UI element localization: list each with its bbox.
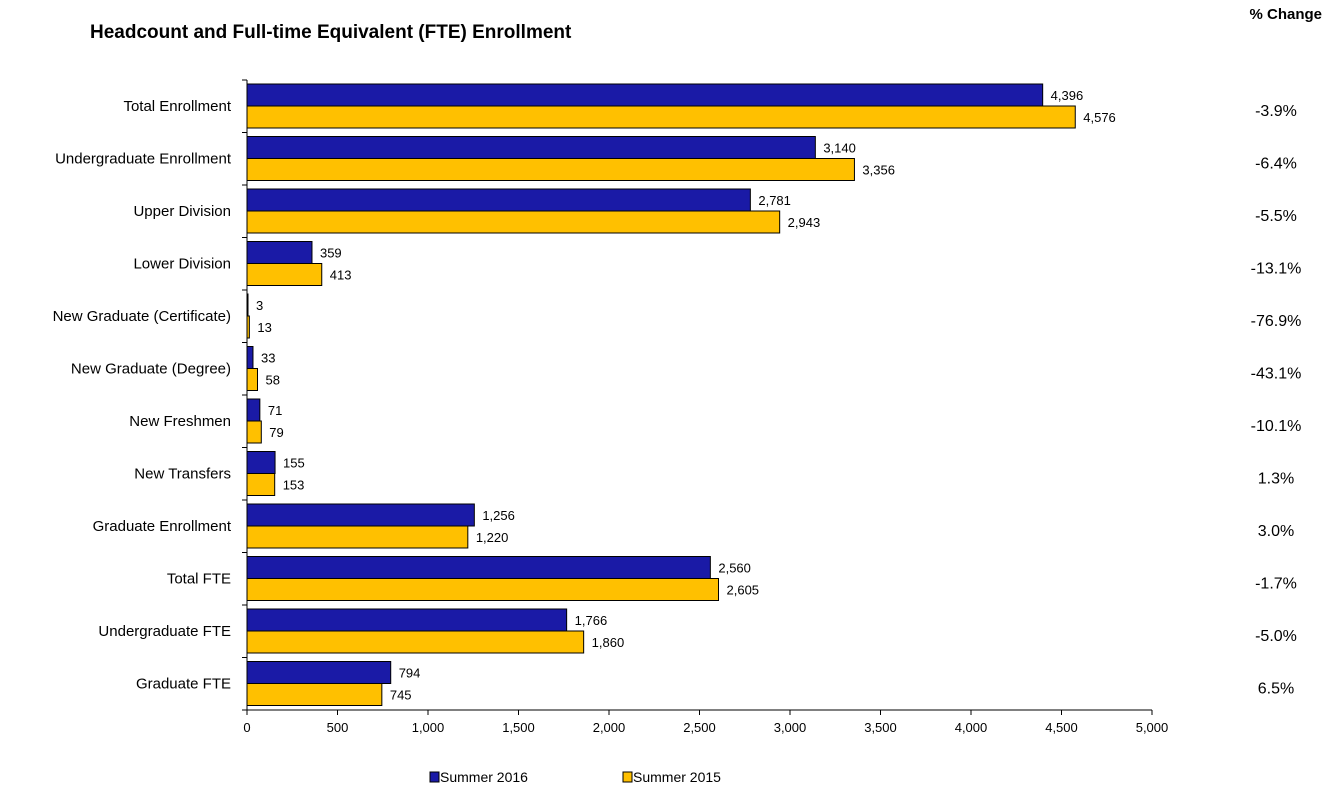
category-label-upper-division: Upper Division: [133, 203, 231, 220]
x-tick-label: 4,500: [1045, 720, 1078, 735]
x-tick-label: 1,500: [502, 720, 535, 735]
bar-lower-division-summer-2016: [246, 241, 313, 264]
bars-group: [246, 83, 1076, 706]
data-label-new-graduate-degree-summer-2016: 33: [261, 351, 275, 366]
data-label-total-fte-summer-2016: 2,560: [718, 561, 751, 576]
bar-new-graduate-degree-summer-2016: [246, 346, 254, 369]
x-tick-label: 5,000: [1136, 720, 1169, 735]
pct-change-total-enrollment: -3.9%: [1255, 103, 1297, 120]
pct-change-undergraduate-fte: -5.0%: [1255, 628, 1297, 645]
category-label-total-fte: Total FTE: [167, 571, 231, 588]
bar-new-transfers-summer-2016: [246, 451, 276, 474]
data-label-total-enrollment-summer-2015: 4,576: [1083, 110, 1116, 125]
pct-change-upper-division: -5.5%: [1255, 208, 1297, 225]
data-label-upper-division-summer-2016: 2,781: [758, 193, 791, 208]
pct-change-new-graduate-degree: -43.1%: [1251, 366, 1302, 383]
category-label-graduate-fte: Graduate FTE: [136, 676, 231, 693]
data-label-graduate-fte-summer-2015: 745: [390, 688, 412, 703]
pct-change-graduate-enrollment: 3.0%: [1258, 523, 1294, 540]
x-tick-label: 4,000: [955, 720, 988, 735]
bar-undergraduate-fte-summer-2016: [246, 608, 568, 632]
bar-undergraduate-fte-summer-2015: [246, 630, 585, 654]
category-label-lower-division: Lower Division: [133, 256, 231, 273]
bar-lower-division-summer-2015: [246, 263, 323, 286]
x-tick-label: 2,000: [593, 720, 626, 735]
category-label-new-graduate-degree: New Graduate (Degree): [71, 361, 231, 378]
category-label-new-transfers: New Transfers: [134, 466, 231, 483]
pct-change-total-fte: -1.7%: [1255, 576, 1297, 593]
data-label-new-transfers-summer-2016: 155: [283, 456, 305, 471]
data-label-new-graduate-degree-summer-2015: 58: [265, 373, 279, 388]
x-tick-label: 0: [243, 720, 250, 735]
bar-upper-division-summer-2015: [246, 210, 781, 234]
x-tick-label: 3,500: [864, 720, 897, 735]
bar-graduate-fte-summer-2016: [246, 661, 392, 684]
category-label-graduate-enrollment: Graduate Enrollment: [93, 518, 232, 535]
data-label-lower-division-summer-2016: 359: [320, 246, 342, 261]
x-tick-label: 500: [327, 720, 349, 735]
data-label-undergraduate-enrollment-summer-2015: 3,356: [862, 163, 895, 178]
data-label-graduate-enrollment-summer-2016: 1,256: [482, 508, 515, 523]
data-label-upper-division-summer-2015: 2,943: [788, 215, 821, 230]
data-label-undergraduate-fte-summer-2016: 1,766: [575, 613, 608, 628]
pct-change-undergraduate-enrollment: -6.4%: [1255, 156, 1297, 173]
category-label-total-enrollment: Total Enrollment: [123, 98, 231, 115]
legend-swatch-summer-2015: [622, 771, 633, 783]
chart-title: Headcount and Full-time Equivalent (FTE)…: [90, 22, 572, 43]
data-label-graduate-enrollment-summer-2015: 1,220: [476, 530, 509, 545]
category-label-new-freshmen: New Freshmen: [129, 413, 231, 430]
pct-change-graduate-fte: 6.5%: [1258, 681, 1294, 698]
bar-total-enrollment-summer-2015: [246, 105, 1076, 129]
bar-new-graduate-degree-summer-2015: [246, 368, 258, 391]
pct-change-new-freshmen: -10.1%: [1251, 418, 1302, 435]
data-label-new-graduate-certificate-summer-2015: 13: [257, 320, 271, 335]
category-label-undergraduate-enrollment: Undergraduate Enrollment: [55, 151, 232, 168]
bar-new-transfers-summer-2015: [246, 473, 276, 496]
data-label-new-transfers-summer-2015: 153: [283, 478, 305, 493]
data-label-undergraduate-fte-summer-2015: 1,860: [592, 635, 625, 650]
legend-label-summer-2015: Summer 2015: [633, 769, 721, 785]
data-label-total-fte-summer-2015: 2,605: [727, 583, 760, 598]
data-label-lower-division-summer-2015: 413: [330, 268, 352, 283]
data-label-undergraduate-enrollment-summer-2016: 3,140: [823, 141, 856, 156]
pct-change-header: % Change: [1249, 6, 1322, 23]
legend-label-summer-2016: Summer 2016: [440, 769, 528, 785]
pct-change-new-graduate-certificate: -76.9%: [1251, 313, 1302, 330]
bar-total-fte-summer-2015: [246, 578, 720, 601]
pct-change-new-transfers: 1.3%: [1258, 471, 1294, 488]
bar-graduate-fte-summer-2015: [246, 683, 383, 706]
data-label-new-freshmen-summer-2015: 79: [269, 425, 283, 440]
legend-swatch-summer-2016: [429, 771, 440, 783]
labels-group: 4,396 4,576 Total Enrollment -3.9% 3,140 3,35…: [53, 88, 1302, 703]
bar-graduate-enrollment-summer-2016: [246, 503, 475, 527]
category-label-new-graduate-certificate: New Graduate (Certificate): [53, 308, 231, 325]
bar-total-fte-summer-2016: [246, 556, 711, 579]
data-label-new-freshmen-summer-2016: 71: [268, 403, 282, 418]
bar-total-enrollment-summer-2016: [246, 83, 1044, 107]
x-tick-label: 2,500: [683, 720, 716, 735]
x-tick-label: 1,000: [412, 720, 445, 735]
category-label-undergraduate-fte: Undergraduate FTE: [98, 623, 231, 640]
bar-graduate-enrollment-summer-2015: [246, 525, 469, 549]
bar-upper-division-summer-2016: [246, 188, 751, 212]
bar-new-freshmen-summer-2016: [246, 398, 261, 422]
data-label-new-graduate-certificate-summer-2016: 3: [256, 298, 263, 313]
data-label-total-enrollment-summer-2016: 4,396: [1051, 88, 1084, 103]
x-axis: 0 500 1,000 1,500 2,000 2,500 3,000 3,500 4,000 4…: [242, 79, 1169, 735]
data-label-graduate-fte-summer-2016: 794: [399, 666, 421, 681]
legend: Summer 2016 Summer 2015: [429, 769, 721, 785]
bar-new-freshmen-summer-2015: [246, 420, 262, 444]
bar-undergraduate-enrollment-summer-2016: [246, 136, 816, 159]
x-tick-label: 3,000: [774, 720, 807, 735]
bar-undergraduate-enrollment-summer-2015: [246, 158, 855, 181]
pct-change-lower-division: -13.1%: [1251, 261, 1302, 278]
